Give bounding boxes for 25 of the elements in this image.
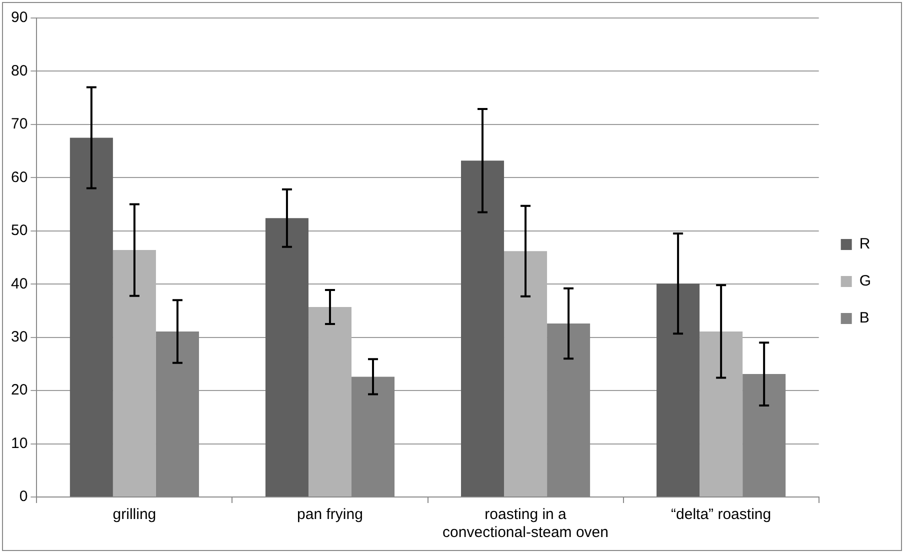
y-tick-label: 50	[10, 222, 28, 240]
bar	[700, 331, 743, 496]
x-tick-label: grilling	[112, 506, 156, 524]
x-tick-label: pan frying	[297, 506, 363, 524]
bar	[265, 218, 308, 496]
y-tick-label: 20	[10, 382, 28, 399]
y-tick-label: 40	[10, 275, 28, 292]
y-tick-label: 90	[10, 9, 28, 26]
x-tick-label: “delta” roasting	[671, 506, 772, 524]
y-tick-label: 0	[19, 488, 28, 506]
bar	[504, 251, 548, 496]
bar	[308, 306, 352, 496]
x-tick-label: roasting in a convectional-steam oven	[442, 506, 608, 542]
legend-label: G	[859, 272, 872, 290]
y-tick-label: 70	[10, 116, 28, 133]
bar	[70, 138, 113, 496]
bar	[461, 160, 504, 496]
y-tick-label: 30	[10, 328, 28, 346]
legend-label: B	[859, 310, 870, 327]
y-tick-label: 10	[10, 434, 28, 452]
bar	[656, 284, 700, 496]
y-tick-label: 80	[10, 62, 28, 80]
y-tick-label: 60	[10, 168, 28, 186]
bar	[112, 250, 156, 496]
legend-label: R	[859, 236, 870, 253]
